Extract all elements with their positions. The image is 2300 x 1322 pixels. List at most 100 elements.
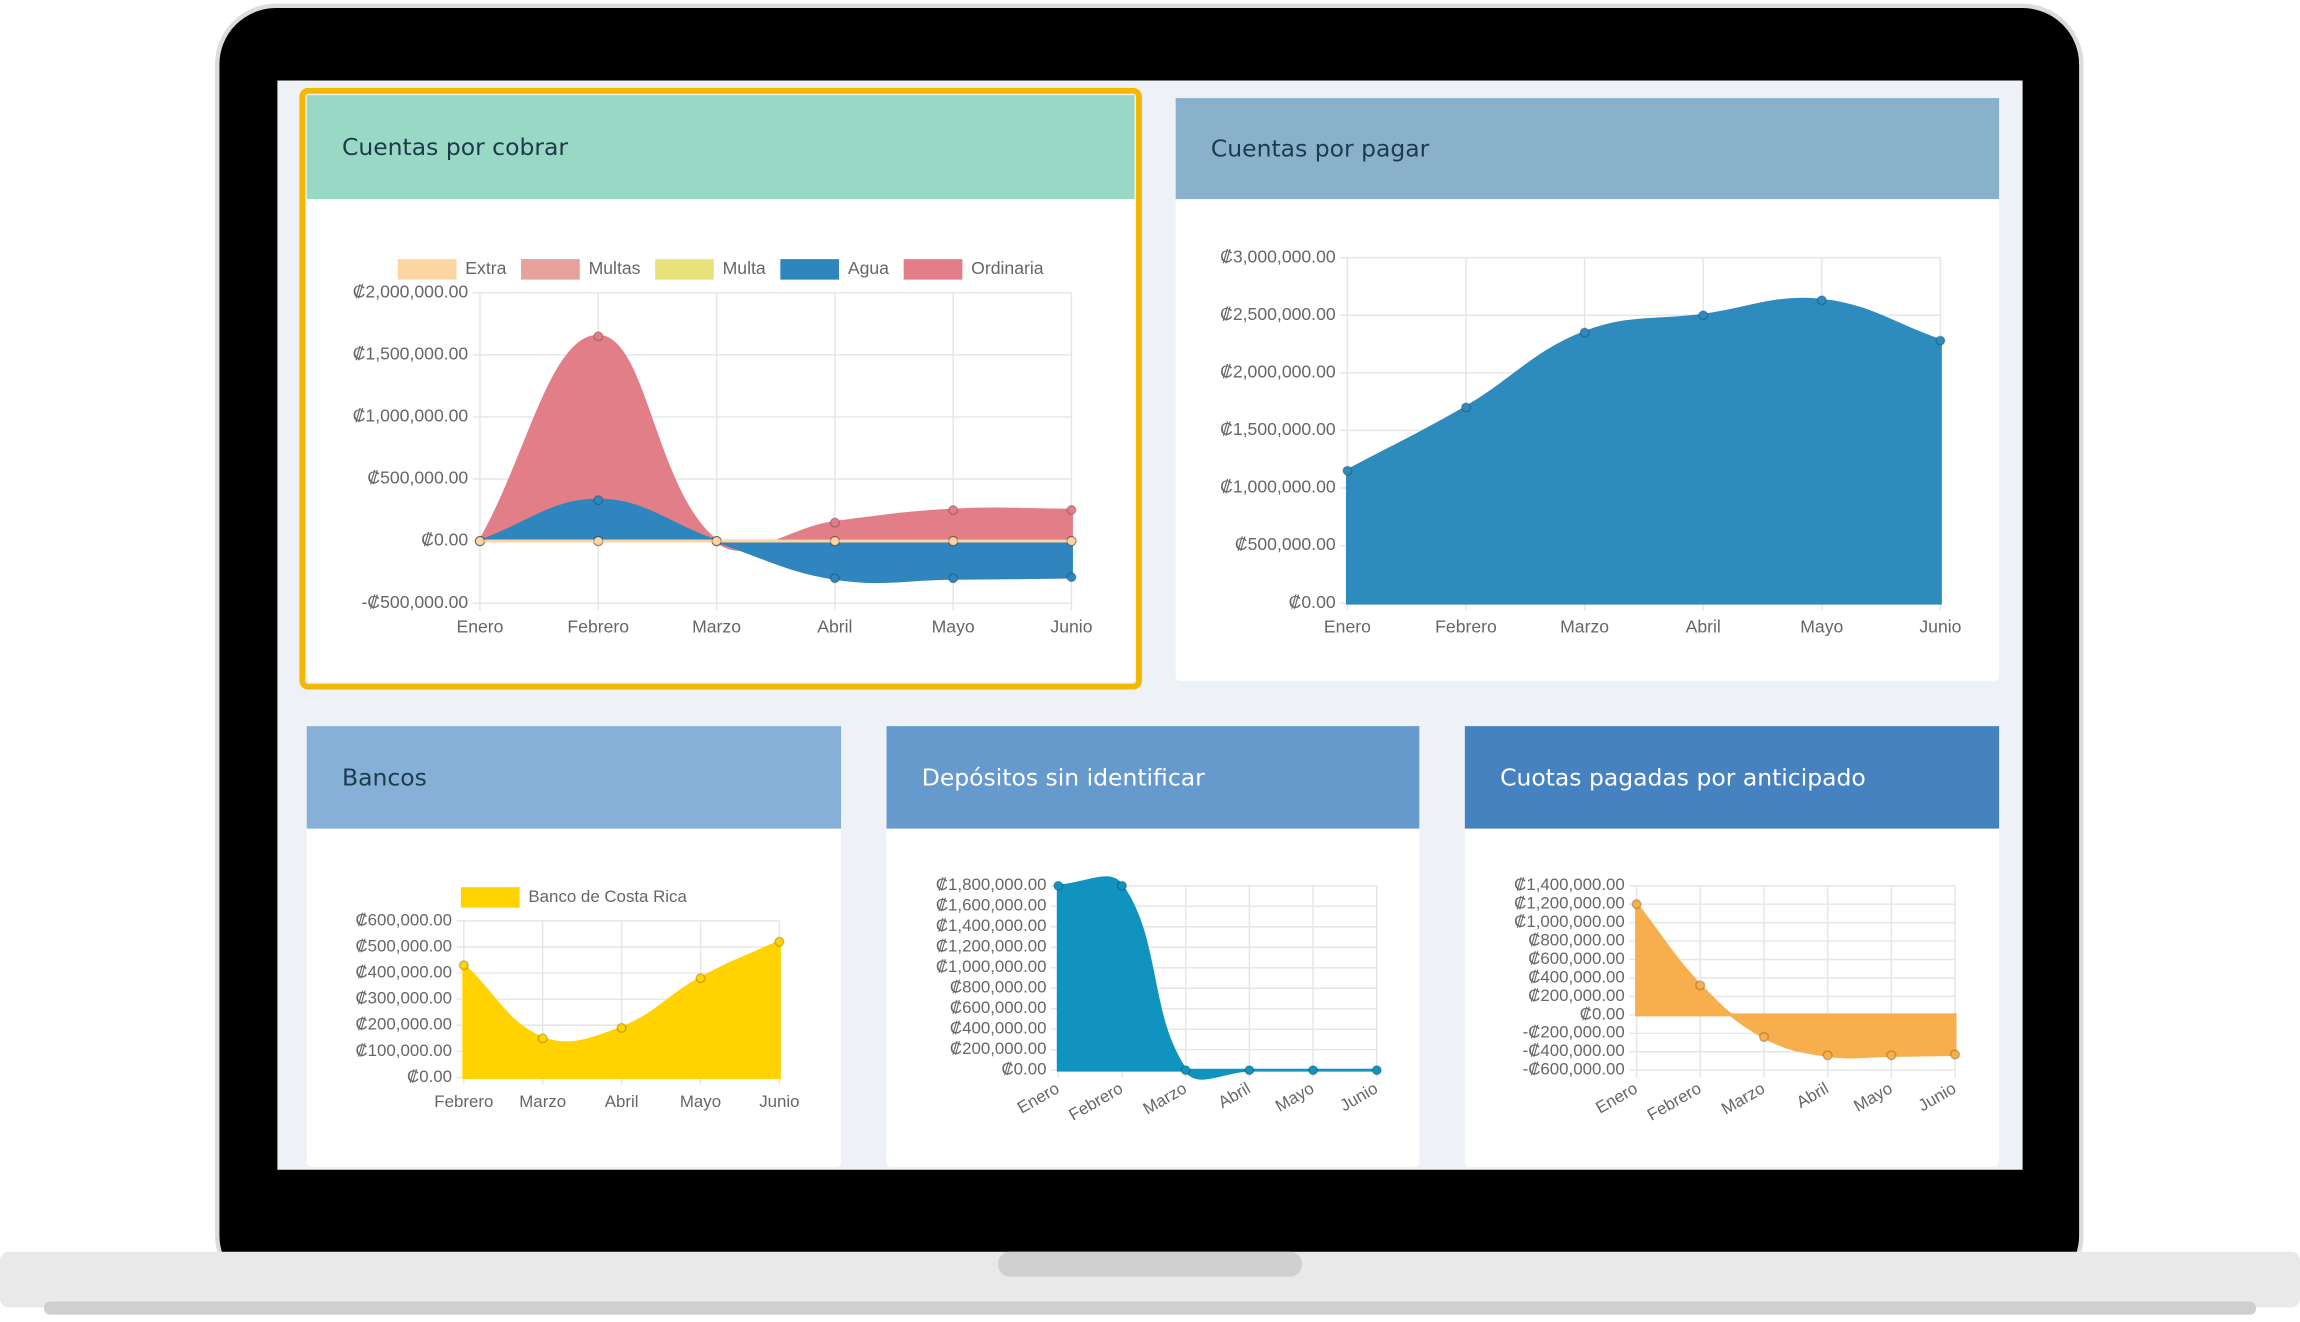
legend-label: Multas: [589, 258, 641, 278]
laptop-notch: [998, 1251, 1302, 1277]
y-tick-label: ₡1,800,000.00: [936, 875, 1047, 894]
y-tick-label: ₡1,400,000.00: [1514, 875, 1625, 894]
point: [695, 973, 706, 984]
point: [1066, 571, 1077, 583]
x-tick-label: Mayo: [680, 1092, 721, 1111]
y-tick-label: ₡500,000.00: [355, 936, 452, 955]
x-tick-label: Abril: [817, 617, 852, 637]
x-tick-label: Mayo: [932, 617, 975, 637]
y-tick-label: -₡400,000.00: [1523, 1041, 1625, 1060]
panel-header: [1464, 726, 2000, 829]
legend-swatch: [903, 259, 963, 280]
point: [537, 1033, 548, 1044]
y-tick-label: ₡0.00: [1289, 592, 1336, 612]
y-tick-label: ₡600,000.00: [950, 998, 1047, 1017]
point: [1886, 1050, 1897, 1061]
panel-header: [886, 726, 1420, 829]
area: [1345, 297, 1942, 605]
point: [829, 517, 841, 528]
x-tick-label: Enero: [1324, 617, 1371, 637]
x-tick-label: Abril: [1686, 617, 1721, 637]
point: [1460, 402, 1472, 413]
y-tick-label: ₡500,000.00: [367, 468, 468, 488]
y-tick-label: -₡500,000.00: [362, 592, 469, 612]
y-tick-label: ₡600,000.00: [355, 910, 452, 929]
y-tick-label: ₡1,000,000.00: [353, 406, 469, 426]
point: [458, 960, 469, 971]
panel-title: Bancos: [342, 763, 427, 791]
point: [1066, 535, 1077, 547]
y-tick-label: ₡1,000,000.00: [1514, 912, 1625, 931]
point: [1116, 880, 1128, 891]
y-tick-label: ₡800,000.00: [1528, 931, 1625, 950]
panel-highlight: [299, 87, 1142, 690]
legend-swatch: [780, 259, 840, 280]
point: [1066, 504, 1077, 516]
point: [948, 573, 959, 584]
laptop-base: [0, 1251, 2300, 1308]
y-tick-label: ₡2,000,000.00: [353, 281, 469, 301]
y-tick-label: ₡1,600,000.00: [936, 896, 1047, 915]
point: [1949, 1049, 1961, 1060]
point: [948, 535, 959, 547]
point: [1631, 899, 1642, 910]
y-tick-label: ₡2,500,000.00: [1220, 304, 1336, 324]
point: [1180, 1065, 1191, 1076]
x-tick-label: Junio: [1050, 617, 1092, 637]
panel: Depósitos sin identificar ₡0.00 ₡200,000.0…: [886, 726, 1420, 1167]
y-tick-label: -₡600,000.00: [1523, 1060, 1625, 1079]
y-tick-label: ₡3,000,000.00: [1220, 246, 1336, 266]
y-tick-label: ₡1,000,000.00: [936, 957, 1047, 976]
y-tick-label: ₡200,000.00: [1528, 986, 1625, 1005]
legend: Banco de Costa Rica: [460, 887, 688, 908]
legend-swatch: [655, 259, 714, 280]
point: [1758, 1031, 1770, 1043]
point: [1342, 465, 1353, 476]
point: [1935, 335, 1946, 346]
legend-label: Multa: [723, 258, 766, 278]
y-tick-label: ₡0.00: [1580, 1004, 1625, 1023]
y-tick-label: ₡600,000.00: [1528, 949, 1625, 968]
point: [593, 535, 604, 547]
y-tick-label: ₡0.00: [421, 530, 468, 550]
x-tick-label: Enero: [456, 617, 503, 637]
y-tick-label: ₡1,200,000.00: [936, 937, 1047, 956]
point: [1698, 310, 1709, 321]
x-tick-label: Junio: [1919, 617, 1961, 637]
panel: Cuotas pagadas por anticipado -₡600,000.0…: [1464, 726, 2000, 1167]
point: [1244, 1065, 1255, 1076]
point: [829, 573, 841, 584]
point: [1816, 295, 1827, 306]
point: [593, 331, 604, 342]
panel: Cuentas por cobrar -₡500,000.00 ₡0.00 ₡500,…: [299, 87, 1142, 690]
legend-swatch: [460, 887, 520, 908]
legend-label: Extra: [465, 258, 506, 278]
x-tick-label: Febrero: [434, 1092, 493, 1111]
x-tick-label: Mayo: [1800, 617, 1843, 637]
x-tick-label: Marzo: [1560, 617, 1609, 637]
y-tick-label: ₡1,500,000.00: [353, 344, 469, 364]
point: [1371, 1065, 1382, 1076]
panel-header: [1175, 98, 2000, 200]
point: [948, 504, 959, 516]
y-tick-label: ₡100,000.00: [355, 1041, 452, 1060]
y-tick-label: ₡0.00: [1002, 1060, 1047, 1079]
y-tick-label: ₡400,000.00: [355, 963, 452, 982]
panel-header: [306, 95, 1135, 200]
area: [1635, 899, 1957, 1059]
y-tick-label: ₡800,000.00: [950, 978, 1047, 997]
y-tick-label: ₡2,000,000.00: [1220, 361, 1336, 381]
x-tick-label: Abril: [605, 1092, 639, 1111]
panel: Cuentas por pagar ₡0.00 ₡500,000.00 ₡1,000,…: [1175, 98, 2000, 681]
y-tick-label: ₡500,000.00: [1235, 534, 1336, 554]
x-tick-label: Junio: [759, 1092, 799, 1111]
panel-title: Cuotas pagadas por anticipado: [1500, 763, 1866, 791]
point: [616, 1022, 627, 1034]
point: [1822, 1050, 1833, 1061]
point: [474, 535, 486, 547]
panel-title: Cuentas por pagar: [1211, 135, 1430, 163]
point: [774, 936, 785, 947]
panel-title: Depósitos sin identificar: [922, 763, 1205, 791]
legend-label: Banco de Costa Rica: [528, 887, 687, 906]
point: [711, 535, 722, 547]
